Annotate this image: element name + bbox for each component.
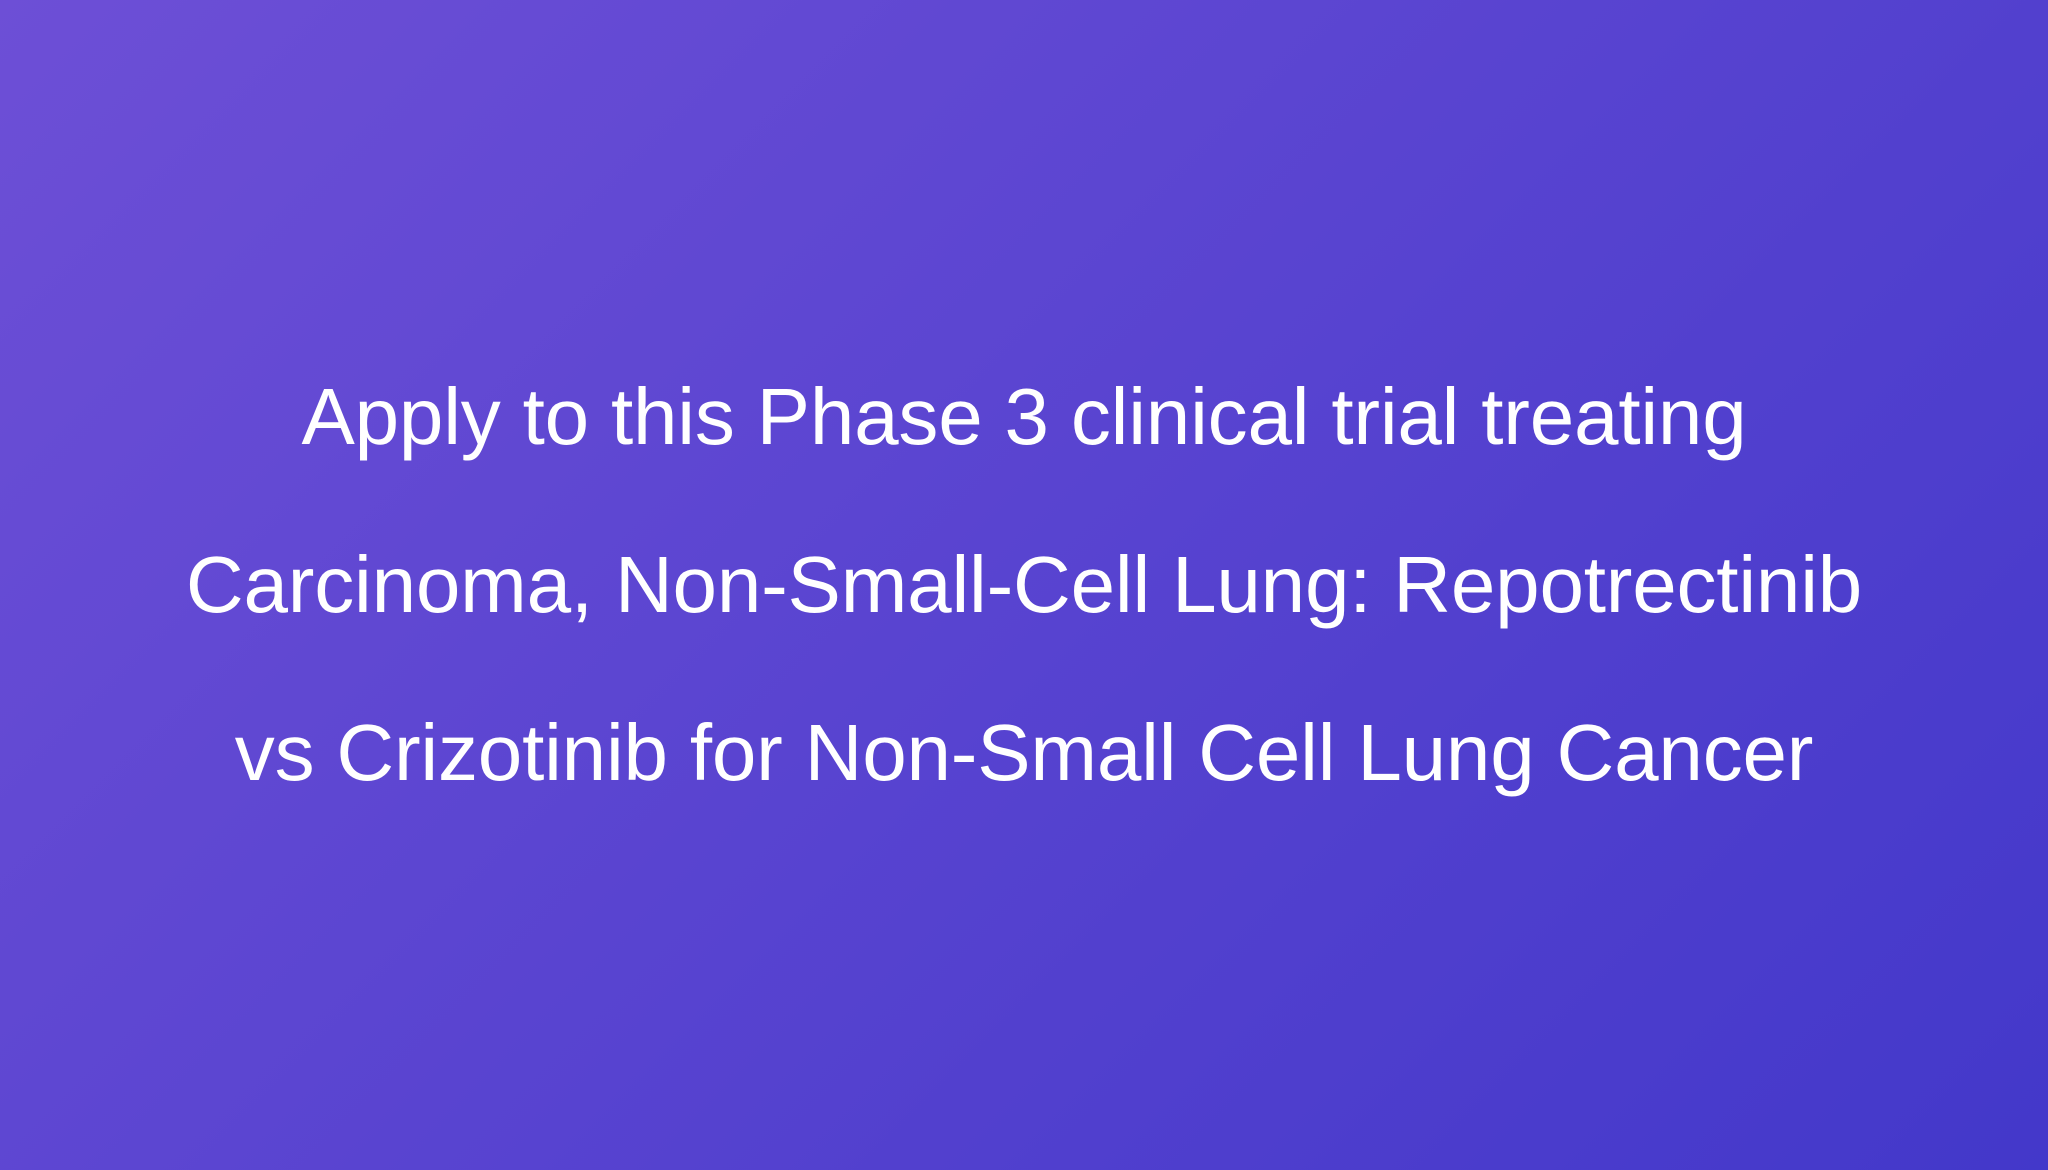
banner-container: Apply to this Phase 3 clinical trial tre… (0, 0, 2048, 1170)
banner-heading: Apply to this Phase 3 clinical trial tre… (160, 333, 1888, 837)
